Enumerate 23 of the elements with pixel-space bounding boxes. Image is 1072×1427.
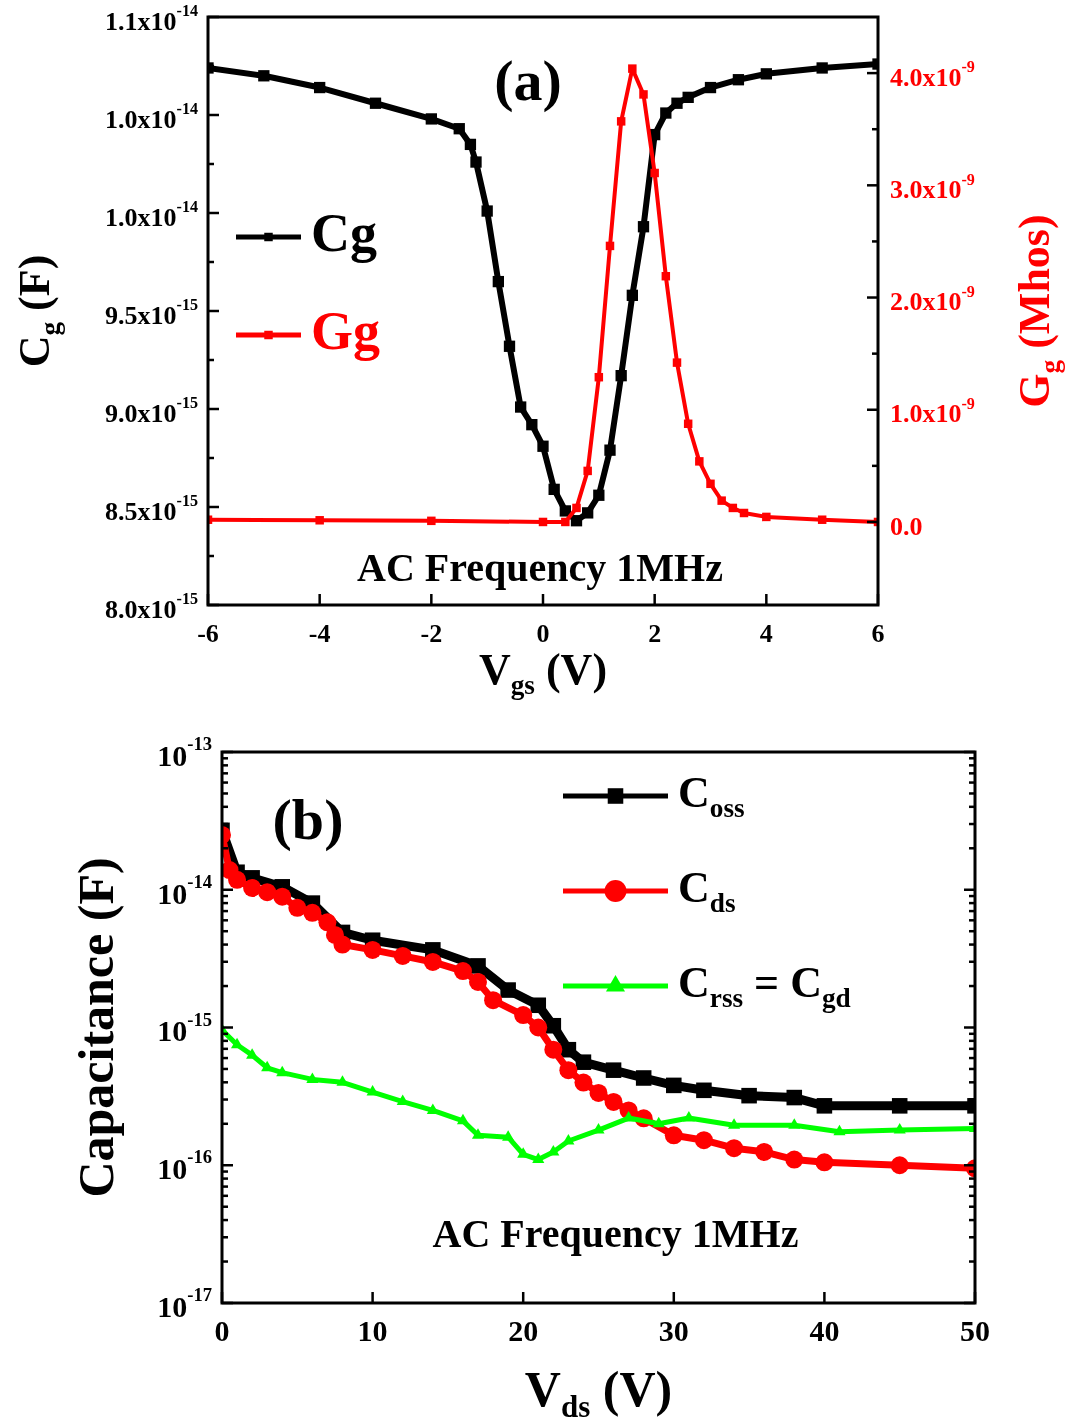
x-tick-label: 40	[809, 1313, 840, 1347]
x-tick-label: 6	[871, 618, 885, 648]
annotation: (a)	[494, 47, 562, 113]
annotation: AC Frequency 1MHz	[432, 1211, 799, 1257]
x-tick-label: 20	[508, 1313, 539, 1347]
x-tick-label: -6	[197, 618, 219, 648]
legend-label: Cg	[311, 202, 377, 263]
y2-tick-label: 0.0	[890, 511, 923, 541]
x-tick-label: 50	[960, 1313, 990, 1347]
x-tick-label: 10	[357, 1313, 388, 1347]
x-tick-label: 4	[759, 618, 773, 648]
y-axis-title: Cg (F)	[10, 254, 66, 368]
x-tick-label: 2	[648, 618, 662, 648]
x-tick-label: 30	[658, 1313, 689, 1347]
x-tick-label: -4	[308, 618, 331, 648]
y2-axis-title: Gg (Mhos)	[1010, 214, 1066, 408]
x-tick-label: -2	[420, 618, 443, 648]
legend-label: Gg	[311, 300, 381, 361]
annotation: (b)	[272, 786, 344, 852]
annotation: AC Frequency 1MHz	[357, 545, 723, 591]
x-tick-label: 0	[214, 1313, 230, 1347]
x-tick-label: 0	[536, 618, 550, 648]
y-axis-title: Capacitance (F)	[67, 857, 124, 1198]
